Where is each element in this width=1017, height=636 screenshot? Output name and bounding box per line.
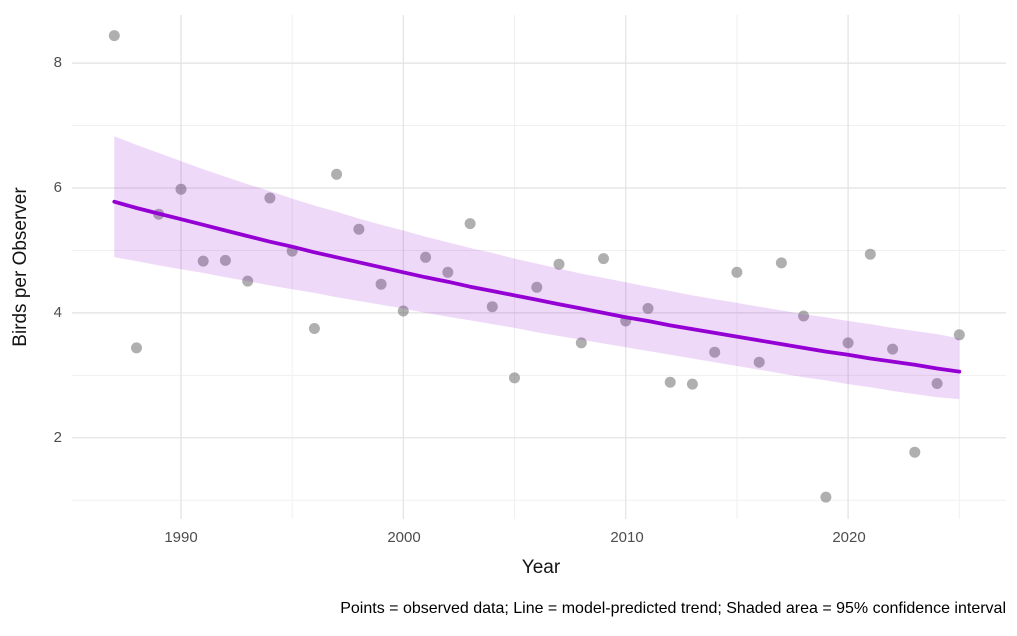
y-tick-label-2: 2 <box>53 429 62 446</box>
x-axis-title: Year <box>521 557 561 578</box>
y-axis-title: Birds per Observer <box>10 187 31 347</box>
data-point <box>598 253 609 265</box>
data-point <box>798 310 810 322</box>
data-point <box>464 218 476 230</box>
data-point <box>331 168 343 180</box>
data-point <box>219 254 231 266</box>
data-point <box>242 275 254 287</box>
data-point <box>486 301 498 313</box>
data-point <box>375 278 387 290</box>
scatter-points <box>108 30 965 503</box>
data-point <box>887 343 899 355</box>
data-point <box>842 337 854 349</box>
confidence-band <box>114 136 960 400</box>
data-point <box>953 329 965 341</box>
data-point <box>442 266 454 278</box>
data-point <box>686 378 698 390</box>
data-point <box>575 337 587 349</box>
data-point <box>420 251 432 263</box>
data-point <box>864 248 876 260</box>
data-point <box>131 342 142 354</box>
chart-caption: Points = observed data; Line = model-pre… <box>340 600 1006 617</box>
x-tick-label-2020: 2020 <box>832 529 866 546</box>
data-point <box>531 281 543 293</box>
data-point <box>108 30 120 42</box>
data-point <box>175 183 187 195</box>
data-point <box>753 356 765 368</box>
data-point <box>931 378 943 389</box>
data-point <box>308 323 320 334</box>
data-point <box>197 255 209 267</box>
gridlines-minor <box>72 15 1006 519</box>
data-point <box>397 305 409 317</box>
data-point <box>353 223 365 235</box>
y-tick-label-4: 4 <box>53 304 62 321</box>
data-point <box>775 257 787 269</box>
data-point <box>642 303 654 314</box>
data-point <box>553 258 565 270</box>
data-point <box>509 372 520 384</box>
data-point <box>909 446 921 458</box>
gridlines-major <box>72 15 1006 519</box>
x-tick-label-2000: 2000 <box>387 529 421 546</box>
y-tick-label-8: 8 <box>53 54 62 71</box>
data-point <box>264 192 276 204</box>
data-point <box>664 376 676 388</box>
x-tick-label-2010: 2010 <box>610 529 644 546</box>
trend-line <box>112 199 962 374</box>
data-point <box>731 266 743 278</box>
data-point <box>820 491 832 503</box>
data-point <box>709 346 721 358</box>
x-tick-label-1990: 1990 <box>164 529 198 546</box>
y-tick-label-6: 6 <box>53 179 62 196</box>
